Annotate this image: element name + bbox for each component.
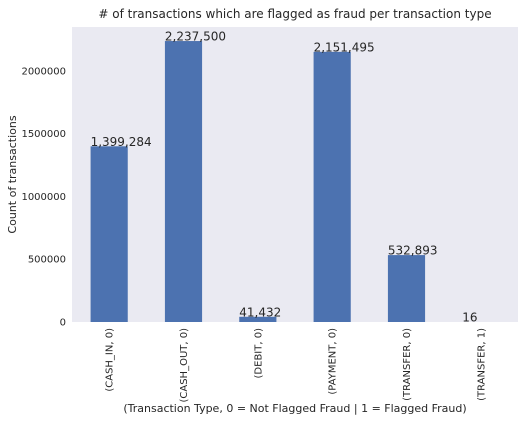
y-axis-label: Count of transactions <box>6 115 19 233</box>
y-tick-label: 1500000 <box>21 129 66 140</box>
data-label: 41,432 <box>239 305 281 319</box>
y-axis-ticks: 0 500000 1000000 1500000 2000000 <box>21 66 66 328</box>
data-label: 2,237,500 <box>165 30 226 44</box>
x-tick-label: (CASH_OUT, 0) <box>179 328 190 403</box>
x-axis-ticks: (CASH_IN, 0) (CASH_OUT, 0) (DEBIT, 0) (PAYM… <box>105 328 488 403</box>
y-tick-label: 0 <box>60 318 66 329</box>
x-tick-label: (TRANSFER, 1) <box>476 328 487 401</box>
x-axis-label: (Transaction Type, 0 = Not Flagged Fraud… <box>123 402 466 415</box>
bar <box>165 41 202 322</box>
y-tick-label: 500000 <box>28 255 66 266</box>
chart-title: # of transactions which are flagged as f… <box>98 7 491 21</box>
bar <box>388 255 425 322</box>
x-tick-label: (DEBIT, 0) <box>253 328 264 379</box>
x-tick-label: (PAYMENT, 0) <box>328 328 339 395</box>
plot-area <box>72 27 518 322</box>
data-label: 16 <box>462 310 477 324</box>
data-label: 2,151,495 <box>314 40 375 54</box>
data-label: 532,893 <box>388 244 438 258</box>
bar <box>91 146 128 322</box>
data-label: 1,399,284 <box>91 135 152 149</box>
y-tick-label: 2000000 <box>21 66 66 77</box>
x-tick-label: (CASH_IN, 0) <box>105 328 116 392</box>
y-tick-label: 1000000 <box>21 192 66 203</box>
x-tick-label: (TRANSFER, 0) <box>402 328 413 401</box>
bar <box>314 52 351 322</box>
